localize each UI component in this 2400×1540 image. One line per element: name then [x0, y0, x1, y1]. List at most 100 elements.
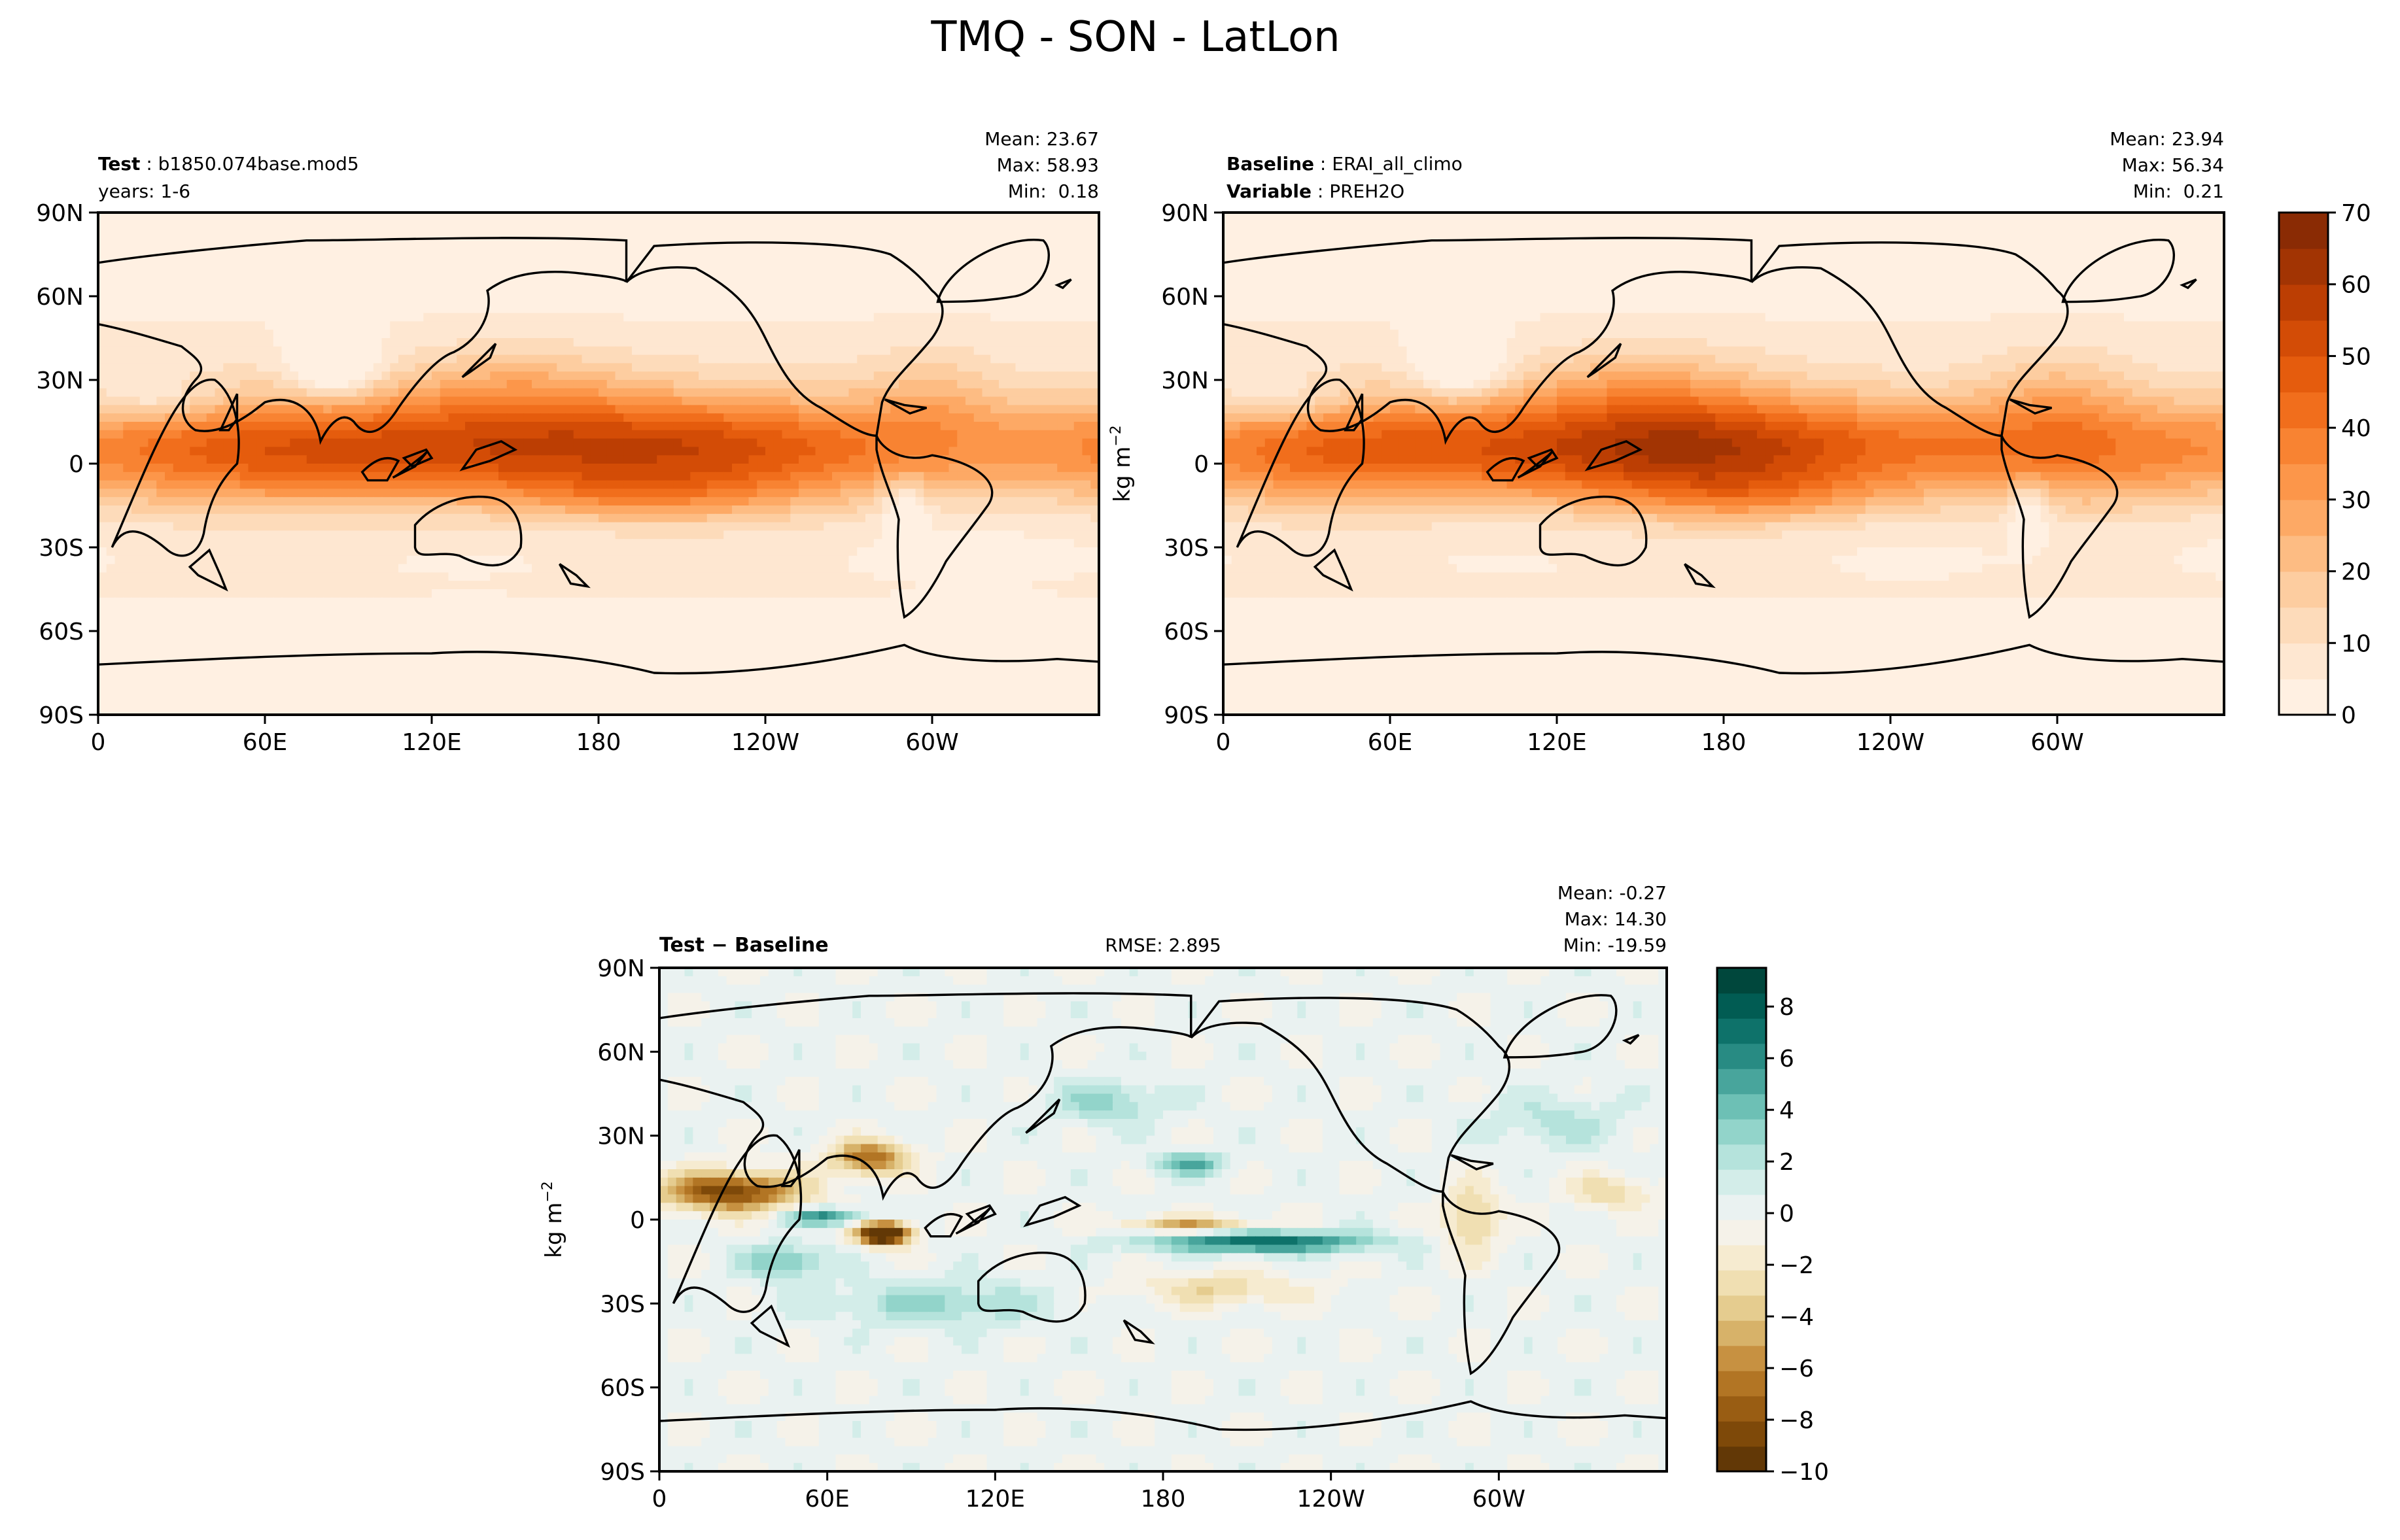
field-cell — [873, 304, 883, 314]
field-cell — [1073, 321, 1083, 330]
field-cell — [448, 388, 458, 398]
field-cell — [540, 488, 549, 498]
field-cell — [632, 422, 641, 431]
field-cell — [423, 354, 432, 364]
field-cell — [515, 464, 525, 473]
field-cell — [999, 338, 1008, 347]
field-cell — [790, 413, 799, 422]
field-cell — [848, 304, 858, 314]
field-cell — [957, 246, 966, 255]
field-cell — [640, 262, 650, 272]
field-cell — [899, 354, 908, 364]
field-cell — [406, 371, 416, 381]
field-cell — [323, 555, 332, 565]
field-cell — [415, 288, 425, 297]
field-cell — [715, 539, 725, 548]
field-cell — [706, 338, 716, 347]
field-cell — [640, 513, 650, 523]
field-cell — [332, 422, 341, 431]
field-cell — [615, 388, 625, 398]
field-cell — [232, 480, 241, 490]
field-cell — [890, 321, 899, 330]
field-cell — [432, 480, 441, 490]
field-cell — [882, 288, 892, 297]
field-cell — [465, 279, 474, 288]
field-cell — [432, 371, 441, 381]
field-cell — [865, 279, 875, 288]
field-cell — [357, 371, 366, 381]
field-cell — [532, 220, 541, 230]
field-cell — [232, 313, 241, 322]
field-cell — [790, 304, 799, 314]
field-cell — [1082, 388, 1092, 398]
field-cell — [1049, 539, 1058, 548]
field-cell — [665, 497, 674, 506]
field-cell — [982, 354, 992, 364]
field-cell — [131, 430, 141, 439]
field-cell — [557, 438, 566, 448]
field-cell — [632, 220, 641, 230]
field-cell — [357, 388, 366, 398]
field-cell — [490, 246, 499, 255]
field-cell — [606, 405, 616, 414]
field-cell — [1082, 438, 1092, 448]
field-cell — [423, 539, 432, 548]
field-cell — [490, 288, 499, 297]
field-cell — [381, 480, 391, 490]
field-cell — [1057, 213, 1066, 222]
field-cell — [490, 513, 499, 523]
field-cell — [706, 530, 716, 539]
field-cell — [365, 254, 374, 264]
field-cell — [740, 422, 750, 431]
field-cell — [924, 313, 933, 322]
field-cell — [265, 530, 274, 539]
field-cell — [723, 497, 733, 506]
field-cell — [1007, 405, 1017, 414]
field-cell — [557, 555, 566, 565]
field-cell — [131, 555, 141, 565]
field-cell — [206, 438, 216, 448]
field-cell — [740, 229, 750, 239]
field-cell — [381, 371, 391, 381]
field-cell — [448, 296, 458, 305]
field-cell — [924, 321, 933, 330]
field-cell — [148, 213, 158, 222]
field-cell — [790, 447, 799, 456]
field-cell — [114, 354, 124, 364]
field-cell — [573, 246, 583, 255]
field-cell — [965, 480, 975, 490]
field-cell — [540, 254, 549, 264]
field-cell — [990, 438, 1000, 448]
field-cell — [198, 354, 207, 364]
field-cell — [1073, 413, 1083, 422]
field-cell — [890, 488, 899, 498]
field-cell — [306, 430, 316, 439]
field-cell — [999, 530, 1008, 539]
field-cell — [765, 380, 774, 389]
field-cell — [532, 471, 541, 481]
field-cell — [515, 246, 525, 255]
field-cell — [490, 396, 499, 406]
field-cell — [932, 464, 941, 473]
field-cell — [1007, 229, 1017, 239]
field-cell — [223, 447, 232, 456]
field-cell — [239, 522, 249, 532]
field-cell — [665, 405, 674, 414]
field-cell — [1082, 455, 1092, 464]
field-cell — [882, 547, 892, 556]
field-cell — [690, 539, 699, 548]
field-cell — [765, 505, 774, 515]
field-cell — [306, 464, 316, 473]
field-cell — [948, 346, 958, 356]
field-cell — [840, 471, 850, 481]
field-cell — [1049, 464, 1058, 473]
field-cell — [807, 422, 816, 431]
field-cell — [640, 220, 650, 230]
field-cell — [131, 522, 141, 532]
field-cell — [98, 464, 107, 473]
field-cell — [190, 346, 199, 356]
field-cell — [565, 530, 574, 539]
field-cell — [123, 321, 132, 330]
field-cell — [957, 388, 966, 398]
field-cell — [114, 555, 124, 565]
